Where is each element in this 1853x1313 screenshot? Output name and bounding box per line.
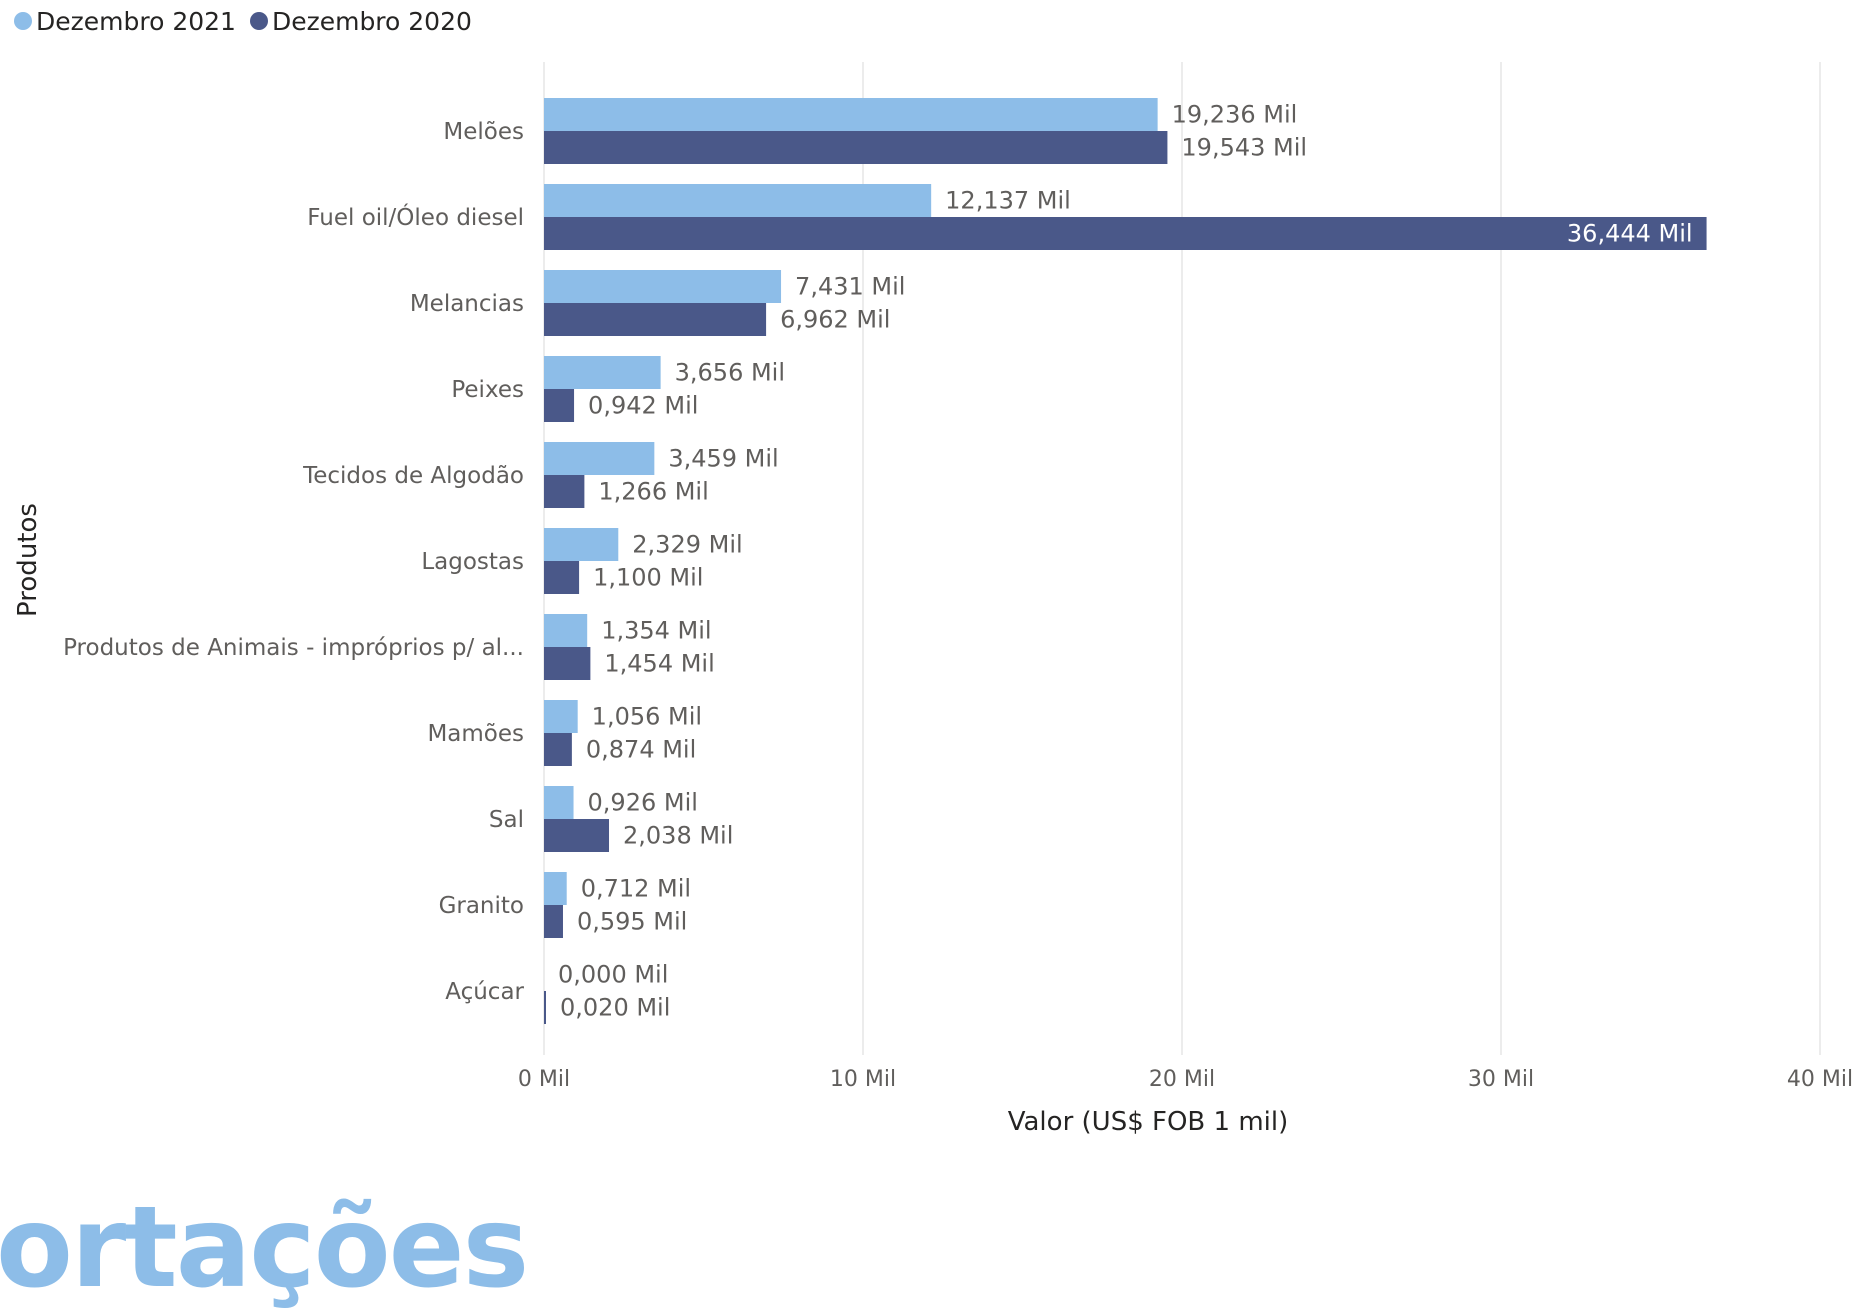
data-label-dezembro-2020-meloes: 19,543 Mil [1181,134,1307,162]
data-label-dezembro-2020-fuel-oil-oleo-diesel: 36,444 Mil [1567,220,1693,248]
data-label-dezembro-2021-tecidos-de-algodao: 3,459 Mil [668,445,778,473]
x-tick-label-30: 30 Mil [1468,1067,1534,1092]
data-label-dezembro-2021-granito: 0,712 Mil [581,875,691,903]
legend-swatch-dezembro-2020 [249,12,268,30]
bar-dezembro-2021-mamoes [544,700,578,733]
x-tick-label-10: 10 Mil [830,1067,896,1092]
category-label-meloes: Melões [443,119,524,145]
bar-dezembro-2020-melancias [544,303,767,336]
data-label-dezembro-2021-acucar: 0,000 Mil [558,961,668,989]
bar-dezembro-2020-meloes [544,131,1168,164]
bar-dezembro-2020-granito [544,905,563,938]
data-label-dezembro-2020-mamoes: 0,874 Mil [586,736,696,764]
bar-dezembro-2020-sal [544,819,610,852]
legend-label-dezembro-2021: Dezembro 2021 [36,6,236,36]
legend-item-dezembro-2021[interactable]: Dezembro 2021 [14,7,236,36]
x-axis-title: Valor (US$ FOB 1 mil) [1008,1107,1289,1137]
x-tick-label-20: 20 Mil [1149,1067,1215,1092]
bar-dezembro-2021-melancias [544,270,782,303]
legend-item-dezembro-2020[interactable]: Dezembro 2020 [249,6,472,36]
data-label-dezembro-2021-lagostas: 2,329 Mil [632,531,742,559]
data-label-dezembro-2020-granito: 0,595 Mil [577,908,687,936]
x-tick-label-0: 0 Mil [518,1067,570,1092]
category-label-produtos-de-animais-improprios-p-al: Produtos de Animais - impróprios p/ al..… [63,635,524,661]
bar-dezembro-2021-sal [544,786,574,819]
category-label-acucar: Açúcar [445,979,524,1005]
category-label-tecidos-de-algodao: Tecidos de Algodão [302,463,524,489]
bar-dezembro-2020-acucar [544,991,546,1024]
category-label-granito: Granito [439,893,524,919]
data-label-dezembro-2021-mamoes: 1,056 Mil [592,703,702,731]
legend-label-dezembro-2020: Dezembro 2020 [271,6,472,36]
page-title-watermark: ortações [0,1183,529,1313]
data-label-dezembro-2021-produtos-de-animais-improprios-p-al: 1,354 Mil [601,617,711,645]
data-label-dezembro-2020-produtos-de-animais-improprios-p-al: 1,454 Mil [604,650,714,678]
category-label-peixes: Peixes [451,377,524,403]
bar-dezembro-2021-meloes [544,98,1158,131]
x-tick-label-40: 40 Mil [1787,1067,1853,1092]
data-label-dezembro-2020-acucar: 0,020 Mil [560,994,670,1022]
bar-dezembro-2021-granito [544,872,567,905]
bar-dezembro-2021-fuel-oil-oleo-diesel [544,184,932,217]
bar-dezembro-2021-tecidos-de-algodao [544,442,655,475]
data-label-dezembro-2021-sal: 0,926 Mil [588,789,698,817]
legend: Dezembro 2021 Dezembro 2020 [14,4,486,38]
data-label-dezembro-2021-meloes: 19,236 Mil [1172,101,1298,129]
data-label-dezembro-2021-peixes: 3,656 Mil [675,359,785,387]
bar-dezembro-2020-mamoes [544,733,572,766]
category-label-lagostas: Lagostas [421,549,524,575]
data-label-dezembro-2021-melancias: 7,431 Mil [795,273,905,301]
category-label-mamoes: Mamões [427,721,524,747]
bar-dezembro-2021-lagostas [544,528,619,561]
y-axis-title: Produtos [13,503,43,617]
bar-dezembro-2021-peixes [544,356,661,389]
data-label-dezembro-2020-sal: 2,038 Mil [623,822,733,850]
data-label-dezembro-2020-melancias: 6,962 Mil [780,306,890,334]
data-label-dezembro-2020-lagostas: 1,100 Mil [593,564,703,592]
bar-dezembro-2020-produtos-de-animais-improprios-p-al [544,647,591,680]
data-label-dezembro-2021-fuel-oil-oleo-diesel: 12,137 Mil [945,187,1071,215]
category-label-fuel-oil-oleo-diesel: Fuel oil/Óleo diesel [307,203,524,231]
bar-dezembro-2020-peixes [544,389,575,422]
bar-dezembro-2020-fuel-oil-oleo-diesel [544,217,1707,250]
data-label-dezembro-2020-tecidos-de-algodao: 1,266 Mil [598,478,708,506]
data-label-dezembro-2020-peixes: 0,942 Mil [588,392,698,420]
category-label-sal: Sal [489,807,524,833]
category-label-melancias: Melancias [410,291,524,317]
bar-dezembro-2020-tecidos-de-algodao [544,475,585,508]
bar-dezembro-2021-produtos-de-animais-improprios-p-al [544,614,588,647]
bar-dezembro-2020-lagostas [544,561,580,594]
legend-swatch-dezembro-2021 [14,12,32,30]
